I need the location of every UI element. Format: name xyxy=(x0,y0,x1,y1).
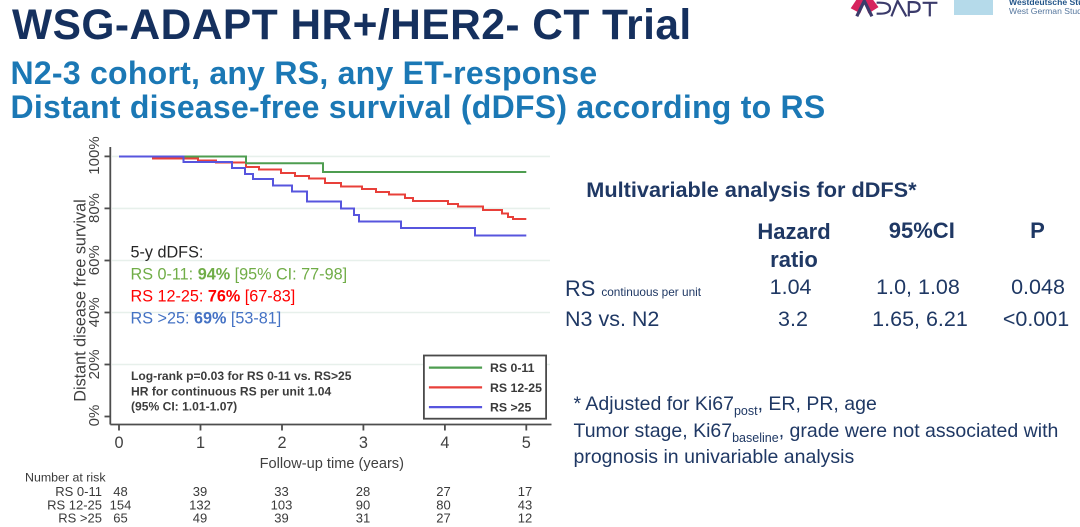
svg-text:27: 27 xyxy=(436,484,450,499)
svg-text:RS 12-25: RS 12-25 xyxy=(47,497,102,512)
svg-text:39: 39 xyxy=(274,511,288,526)
svg-text:Number at risk: Number at risk xyxy=(25,471,106,485)
svg-text:1: 1 xyxy=(196,434,205,452)
svg-text:39: 39 xyxy=(193,484,207,499)
svg-text:RS 0-11: RS 0-11 xyxy=(55,484,102,499)
svg-text:4: 4 xyxy=(440,434,449,452)
svg-text:RS >25: RS >25 xyxy=(490,400,532,414)
svg-text:(95% CI: 1.01-1.07): (95% CI: 1.01-1.07) xyxy=(131,400,237,414)
svg-text:3: 3 xyxy=(359,434,368,452)
svg-text:12: 12 xyxy=(518,511,532,526)
svg-text:65: 65 xyxy=(113,511,127,526)
svg-text:0%: 0% xyxy=(86,405,103,427)
svg-text:Log-rank p=0.03 for RS 0-11 vs: Log-rank p=0.03 for RS 0-11 vs. RS>25 xyxy=(131,369,352,383)
svg-text:90: 90 xyxy=(356,497,370,512)
svg-text:Distant disease free survival: Distant disease free survival xyxy=(72,199,90,401)
svg-text:2: 2 xyxy=(277,434,286,452)
svg-text:0: 0 xyxy=(114,434,123,452)
svg-text:RS 0-11: RS 0-11 xyxy=(490,361,535,375)
svg-text:40%: 40% xyxy=(86,297,103,327)
svg-text:100%: 100% xyxy=(86,136,103,174)
svg-text:RS 0-11: 94% [95% CI: 77-98]: RS 0-11: 94% [95% CI: 77-98] xyxy=(131,266,348,284)
svg-text:132: 132 xyxy=(189,497,211,512)
svg-text:80: 80 xyxy=(436,497,450,512)
svg-text:43: 43 xyxy=(518,497,532,512)
svg-text:33: 33 xyxy=(274,484,288,499)
svg-text:48: 48 xyxy=(113,484,127,499)
svg-text:5-y dDFS:: 5-y dDFS: xyxy=(131,244,204,262)
svg-text:HR for continuous RS per unit: HR for continuous RS per unit 1.04 xyxy=(131,384,332,398)
svg-text:103: 103 xyxy=(271,497,293,512)
svg-text:27: 27 xyxy=(436,511,450,526)
svg-text:31: 31 xyxy=(356,511,370,526)
svg-text:60%: 60% xyxy=(86,245,103,275)
svg-text:RS 12-25: RS 12-25 xyxy=(490,381,542,395)
svg-text:RS >25: RS >25 xyxy=(58,511,102,526)
svg-text:RS >25: 69% [53-81]: RS >25: 69% [53-81] xyxy=(131,310,282,328)
svg-text:28: 28 xyxy=(356,484,370,499)
svg-text:20%: 20% xyxy=(86,349,103,379)
svg-text:154: 154 xyxy=(110,497,132,512)
svg-text:5: 5 xyxy=(522,434,531,452)
svg-text:RS 12-25: 76% [67-83]: RS 12-25: 76% [67-83] xyxy=(131,288,296,306)
svg-text:49: 49 xyxy=(193,511,207,526)
svg-text:17: 17 xyxy=(518,484,532,499)
svg-text:Follow-up time (years): Follow-up time (years) xyxy=(260,456,404,472)
svg-text:80%: 80% xyxy=(86,193,103,223)
